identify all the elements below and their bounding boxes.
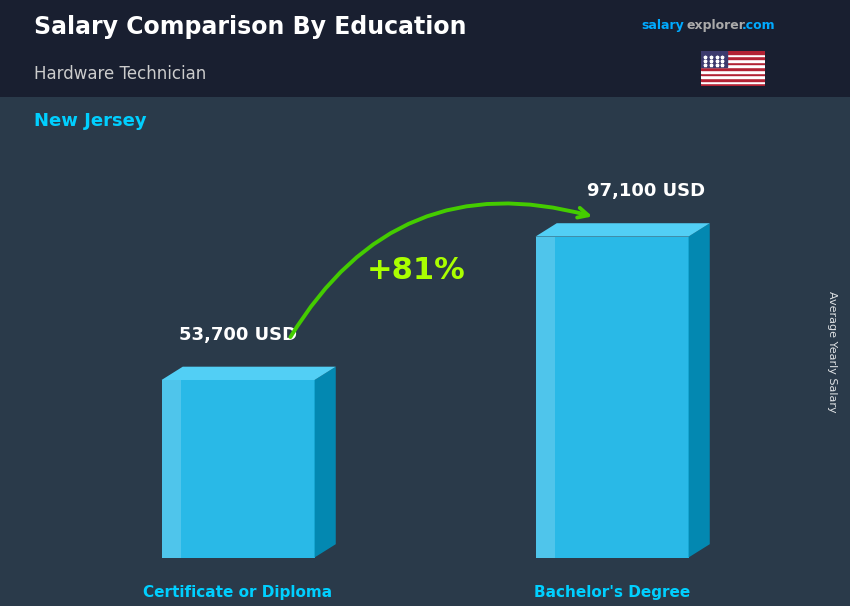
Text: +81%: +81% — [367, 256, 466, 285]
Bar — [701, 56, 765, 59]
Bar — [701, 53, 765, 56]
Polygon shape — [162, 380, 181, 558]
Text: explorer: explorer — [687, 19, 745, 32]
Polygon shape — [688, 223, 710, 558]
Text: Average Yearly Salary: Average Yearly Salary — [827, 291, 837, 412]
Bar — [701, 73, 765, 75]
Bar — [701, 70, 765, 73]
Text: Hardware Technician: Hardware Technician — [34, 65, 207, 83]
Text: 53,700 USD: 53,700 USD — [179, 325, 297, 344]
Polygon shape — [536, 236, 688, 558]
Polygon shape — [162, 367, 336, 380]
Bar — [701, 51, 727, 67]
Bar — [701, 64, 765, 67]
Text: 97,100 USD: 97,100 USD — [587, 182, 705, 200]
Bar — [701, 78, 765, 81]
Bar — [701, 84, 765, 86]
Text: New Jersey: New Jersey — [34, 112, 146, 130]
Text: .com: .com — [742, 19, 776, 32]
Text: Certificate or Diploma: Certificate or Diploma — [144, 585, 332, 600]
Bar — [701, 51, 765, 53]
Polygon shape — [536, 223, 710, 236]
Bar — [701, 59, 765, 62]
Bar — [701, 81, 765, 84]
Text: Salary Comparison By Education: Salary Comparison By Education — [34, 15, 467, 39]
Bar — [701, 75, 765, 78]
Bar — [701, 62, 765, 64]
Polygon shape — [314, 367, 336, 558]
Polygon shape — [536, 236, 555, 558]
Text: salary: salary — [642, 19, 684, 32]
Polygon shape — [162, 380, 314, 558]
FancyBboxPatch shape — [0, 0, 850, 97]
Text: Bachelor's Degree: Bachelor's Degree — [534, 585, 690, 600]
Bar — [701, 67, 765, 70]
